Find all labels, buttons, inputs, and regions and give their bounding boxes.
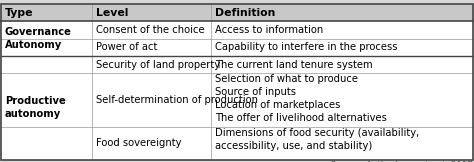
Text: Security of land property: Security of land property xyxy=(96,59,220,69)
Text: Dimensions of food security (availability,
accessibility, use, and stability): Dimensions of food security (availabilit… xyxy=(215,128,419,151)
Text: Selection of what to produce
Source of inputs
Location of marketplaces
The offer: Selection of what to produce Source of i… xyxy=(215,75,387,123)
Text: Food sovereignty: Food sovereignty xyxy=(96,138,182,148)
Text: Level: Level xyxy=(96,8,128,18)
Text: Type: Type xyxy=(5,8,33,18)
Text: Source: Author’s construct, 2017: Source: Author’s construct, 2017 xyxy=(330,161,472,162)
Text: The current land tenure system: The current land tenure system xyxy=(215,59,373,69)
Text: Consent of the choice: Consent of the choice xyxy=(96,25,205,35)
Text: Capability to interfere in the process: Capability to interfere in the process xyxy=(215,42,397,52)
Text: Governance
Autonomy: Governance Autonomy xyxy=(5,27,72,50)
Text: Access to information: Access to information xyxy=(215,25,323,35)
Text: Self-determination of production: Self-determination of production xyxy=(96,95,258,105)
Bar xyxy=(1,4,473,21)
Text: Definition: Definition xyxy=(215,8,275,18)
Text: Productive
autonomy: Productive autonomy xyxy=(5,96,65,119)
Text: Power of act: Power of act xyxy=(96,42,157,52)
